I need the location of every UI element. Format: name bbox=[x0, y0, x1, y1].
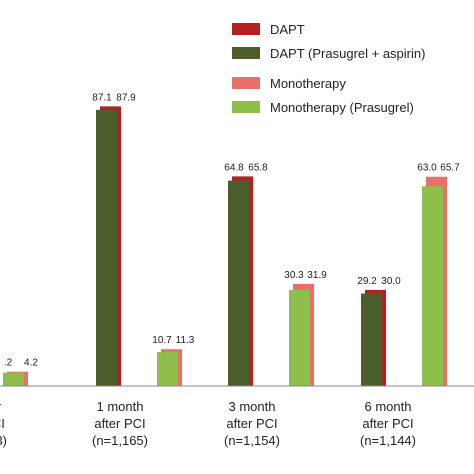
bar-monotherapy-prasugrel-1 bbox=[157, 352, 178, 386]
bar-dapt-prasugrel-1 bbox=[96, 109, 117, 386]
x-tick-label: 6 month bbox=[365, 399, 412, 414]
legend-swatch-2 bbox=[232, 77, 260, 89]
data-label: 29.2 bbox=[357, 276, 377, 287]
legend-label-1: DAPT (Prasugrel + aspirin) bbox=[270, 46, 425, 61]
legend-swatch-3 bbox=[232, 101, 260, 113]
data-label: 63.0 bbox=[417, 163, 437, 174]
data-label: 10.7 bbox=[152, 335, 172, 346]
data-label: 87.9 bbox=[116, 92, 136, 103]
data-label: 11.3 bbox=[176, 335, 195, 346]
legend-label-0: DAPT bbox=[270, 22, 305, 37]
x-tick-label: (n=1,144) bbox=[360, 433, 416, 448]
bars-layer bbox=[3, 106, 447, 387]
data-label: 65.7 bbox=[440, 163, 460, 174]
bar-monotherapy-prasugrel-2 bbox=[289, 289, 310, 386]
legend-swatch-1 bbox=[232, 47, 260, 59]
data-label: 87.1 bbox=[92, 92, 112, 103]
bar-monotherapy-prasugrel-0 bbox=[3, 372, 24, 386]
x-tick-label: after PCI bbox=[362, 416, 413, 431]
x-tick-label: (n=1,165) bbox=[92, 433, 148, 448]
bar-monotherapy-prasugrel-3 bbox=[422, 186, 443, 386]
data-label: 64.8 bbox=[224, 162, 244, 173]
legend-label-3: Monotherapy (Prasugrel) bbox=[270, 100, 414, 115]
data-label: 30.0 bbox=[381, 276, 401, 287]
legend: DAPT DAPT (Prasugrel + aspirin) Monotherap… bbox=[232, 22, 425, 115]
x-tick-label: after PCI bbox=[226, 416, 277, 431]
x-tick-label: 173) bbox=[0, 433, 7, 448]
data-labels-layer: .2 4.2 87.1 87.9 10.7 11.3 64.8 65.8 30.3 31.9 29.… bbox=[4, 92, 460, 368]
data-label: 31.9 bbox=[307, 270, 327, 281]
data-label: .2 bbox=[4, 358, 13, 369]
x-tick-label: 1 month bbox=[97, 399, 144, 414]
data-label: 65.8 bbox=[248, 162, 268, 173]
legend-swatch-0 bbox=[232, 23, 260, 35]
bar-dapt-prasugrel-2 bbox=[228, 180, 249, 386]
legend-label-2: Monotherapy bbox=[270, 76, 346, 91]
data-label: 4.2 bbox=[24, 358, 38, 369]
x-tick-label: ay bbox=[0, 399, 1, 414]
x-tick-label: (n=1,154) bbox=[224, 433, 280, 448]
x-tick-label: PCI bbox=[0, 416, 5, 431]
data-label: 30.3 bbox=[284, 270, 304, 281]
x-tick-label: after PCI bbox=[94, 416, 145, 431]
x-tick-labels: ay PCI 173) 1 month after PCI (n=1,165) 3 mont… bbox=[0, 399, 416, 448]
bar-dapt-prasugrel-3 bbox=[361, 293, 382, 386]
x-tick-label: 3 month bbox=[229, 399, 276, 414]
